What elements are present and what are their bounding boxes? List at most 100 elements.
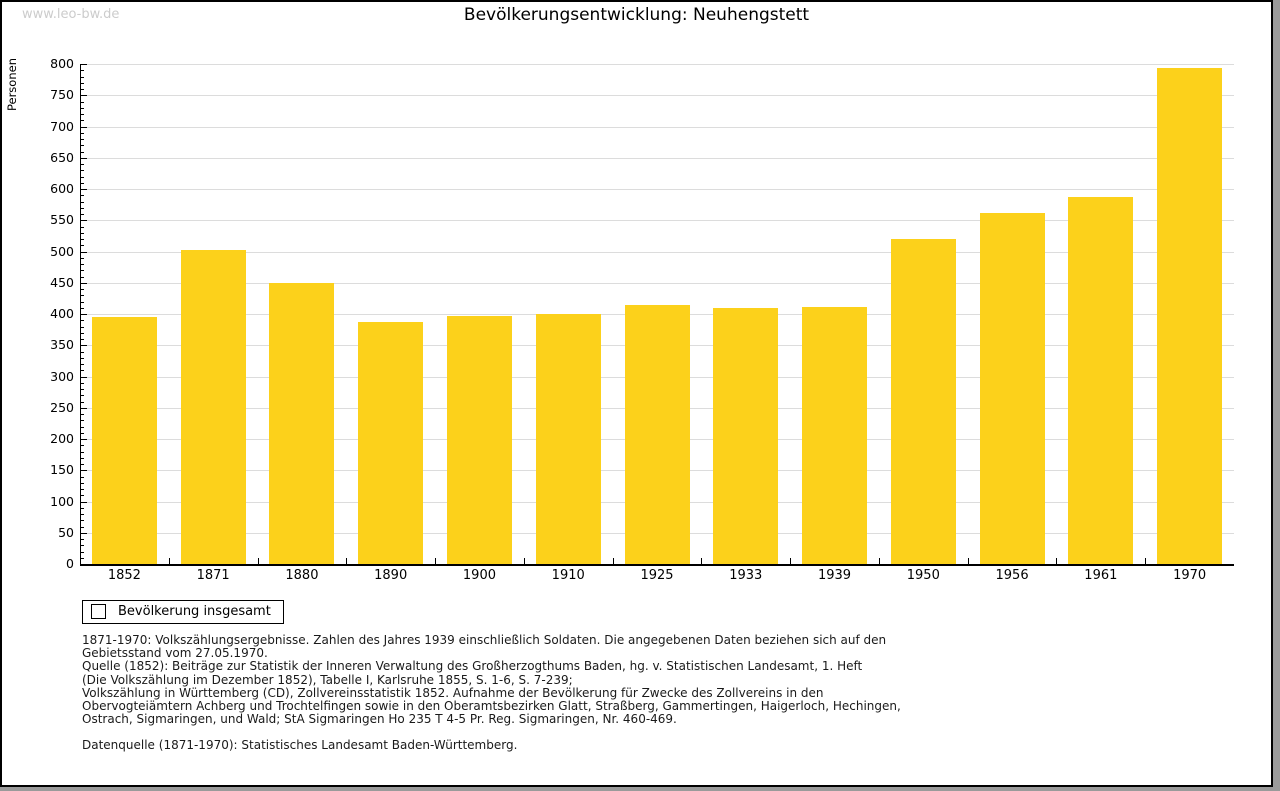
x-boundary-tick-6	[612, 558, 614, 564]
y-minor-tick-380	[81, 326, 84, 328]
y-axis-label-200: 200	[50, 431, 74, 446]
y-minor-tick-510	[81, 245, 84, 247]
footnote-line-4: (Die Volkszählung im Dezember 1852), Tab…	[82, 672, 573, 687]
x-axis-label-1890: 1890	[374, 568, 408, 583]
y-minor-tick-230	[81, 420, 84, 422]
x-axis-label-1970: 1970	[1173, 568, 1207, 583]
x-boundary-tick-5	[523, 558, 525, 564]
y-minor-tick-340	[81, 351, 84, 353]
y-minor-tick-520	[81, 239, 84, 240]
y-axis-label-250: 250	[50, 399, 74, 415]
y-major-tick-200	[81, 439, 87, 440]
legend: Bevölkerung insgesamt	[82, 600, 284, 624]
bar-1890	[358, 321, 424, 564]
y-major-tick-500	[81, 251, 87, 253]
gridline-750	[81, 95, 1234, 97]
y-minor-tick-420	[81, 301, 84, 303]
x-axis-label-1925: 1925	[640, 568, 674, 583]
bar-1933	[713, 307, 779, 564]
gridline-650	[81, 157, 1234, 159]
y-minor-tick-240	[81, 414, 84, 415]
y-minor-tick-20	[81, 551, 84, 553]
y-major-tick-350	[81, 345, 87, 347]
y-minor-tick-540	[81, 226, 84, 228]
bar-1910	[535, 314, 601, 564]
y-minor-tick-180	[81, 451, 84, 453]
y-minor-tick-260	[81, 401, 84, 403]
x-axis-label-1900: 1900	[462, 568, 496, 583]
y-minor-tick-730	[81, 107, 84, 109]
y-axis-label-700: 700	[50, 118, 74, 134]
footnotes: 1871-1970: Volkszählungsergebnisse. Zahl…	[82, 633, 901, 753]
x-boundary-tick-10	[967, 558, 969, 564]
x-boundary-tick-9	[878, 558, 880, 564]
x-axis-label-1910: 1910	[551, 568, 585, 583]
y-minor-tick-760	[81, 89, 84, 90]
y-minor-tick-530	[81, 232, 84, 234]
y-minor-tick-320	[81, 364, 84, 365]
y-minor-tick-190	[81, 445, 84, 447]
y-minor-tick-470	[81, 270, 84, 272]
y-axis-label-150: 150	[50, 462, 74, 478]
y-minor-tick-370	[81, 332, 84, 334]
y-major-tick-400	[81, 314, 87, 315]
page-title: Bevölkerungsentwicklung: Neuhengstett	[463, 5, 810, 25]
footnote-line-6: Obervogteiämtern Achberg und Trochtelfin…	[82, 699, 901, 714]
y-major-tick-300	[81, 376, 87, 378]
bar-1871	[180, 250, 246, 564]
y-minor-tick-360	[81, 339, 84, 340]
y-major-tick-650	[81, 157, 87, 159]
y-axis-label-750: 750	[50, 87, 74, 103]
bar-1961	[1068, 196, 1134, 564]
y-minor-tick-290	[81, 382, 84, 384]
y-minor-tick-80	[81, 514, 84, 515]
y-axis-label-100: 100	[50, 493, 74, 509]
bar-1956	[979, 213, 1045, 564]
y-minor-tick-480	[81, 264, 84, 265]
y-minor-tick-390	[81, 320, 84, 322]
datasource-line: Datenquelle (1871-1970): Statistisches L…	[82, 738, 518, 753]
y-minor-tick-690	[81, 132, 84, 134]
x-boundary-tick-2	[257, 558, 259, 564]
x-axis-labels: 1852 1871 1880 1890 1900 1910 1925 1933 1939 1950…	[80, 568, 1234, 586]
x-boundary-tick-11	[1056, 558, 1058, 564]
x-axis-line	[80, 564, 1234, 566]
bar-1852	[91, 317, 157, 564]
y-axis-label-0: 0	[66, 556, 74, 571]
y-minor-tick-330	[81, 357, 84, 359]
y-minor-tick-40	[81, 539, 84, 540]
y-minor-tick-740	[81, 101, 84, 103]
y-axis-label-500: 500	[50, 243, 74, 259]
gridline-600	[81, 189, 1234, 190]
gridline-550	[81, 220, 1234, 222]
y-axis-label-550: 550	[50, 212, 74, 228]
x-boundary-tick-8	[790, 558, 792, 564]
x-boundary-tick-1	[168, 558, 170, 564]
y-minor-tick-490	[81, 257, 84, 259]
bar-1925	[624, 304, 690, 564]
y-minor-tick-30	[81, 545, 84, 547]
x-boundary-tick-7	[701, 558, 703, 564]
gridline-800	[81, 64, 1234, 65]
x-boundary-tick-12	[1145, 558, 1147, 564]
y-minor-tick-10	[81, 557, 84, 559]
y-major-tick-450	[81, 282, 87, 284]
y-major-tick-600	[81, 189, 87, 190]
y-minor-tick-670	[81, 145, 84, 147]
y-minor-tick-680	[81, 139, 84, 140]
y-major-tick-250	[81, 407, 87, 409]
x-axis-label-1933: 1933	[729, 568, 763, 583]
y-minor-tick-220	[81, 426, 84, 428]
y-minor-tick-630	[81, 170, 84, 172]
y-minor-tick-430	[81, 295, 84, 297]
y-axis-labels: 0 50 100 150 200 250 300 350 400 450 500 550 600 650 7…	[2, 57, 74, 571]
x-axis-label-1852: 1852	[107, 568, 141, 583]
y-minor-tick-460	[81, 276, 84, 278]
y-minor-tick-170	[81, 457, 84, 459]
y-major-tick-150	[81, 470, 87, 472]
y-axis-label-650: 650	[50, 149, 74, 165]
y-minor-tick-130	[81, 482, 84, 484]
x-axis-label-1950: 1950	[906, 568, 940, 583]
y-major-tick-750	[81, 95, 87, 97]
